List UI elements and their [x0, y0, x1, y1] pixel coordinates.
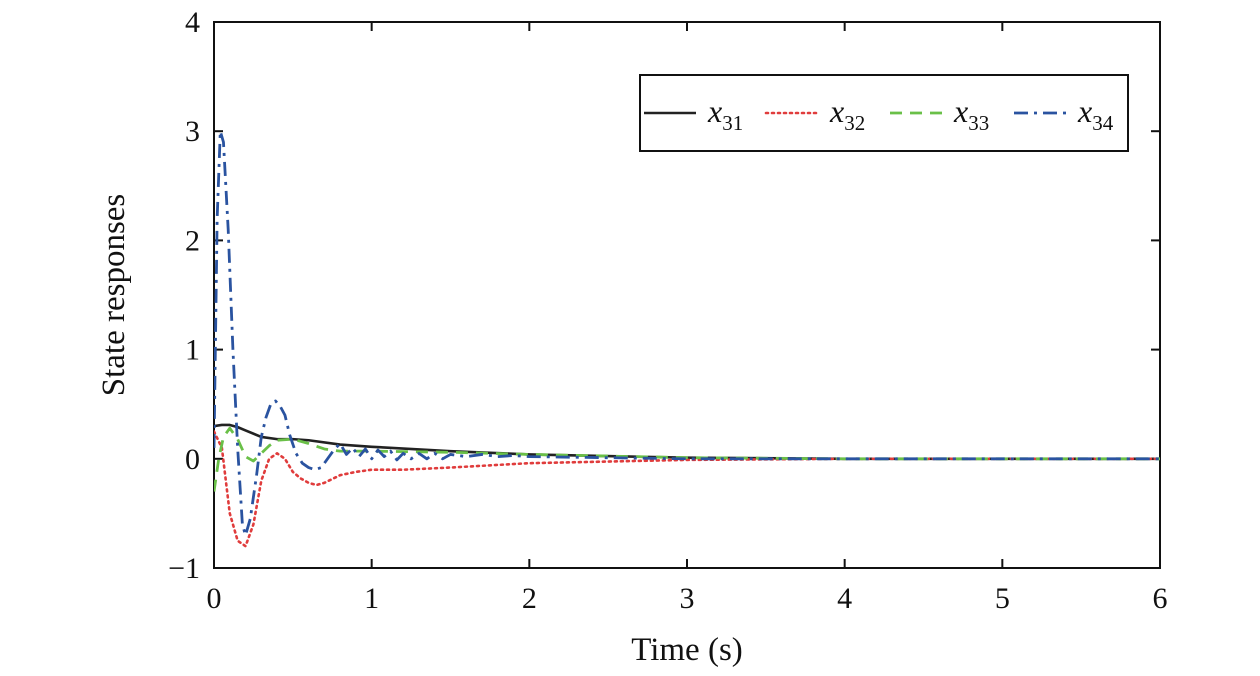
legend-label-x31: x31 — [707, 93, 743, 135]
legend-label-x32: x32 — [829, 93, 865, 135]
y-axis-title: State responses — [96, 194, 132, 397]
x-tick-label: 0 — [207, 582, 222, 615]
x-axis-title: Time (s) — [631, 632, 743, 668]
series-line-x34 — [214, 129, 1160, 537]
x-tick-label: 6 — [1153, 582, 1168, 615]
series-line-x32 — [214, 430, 1160, 548]
y-tick-label: 3 — [185, 115, 200, 148]
y-tick-label: 0 — [185, 443, 200, 476]
y-tick-label: 1 — [185, 334, 200, 367]
x-tick-label: 2 — [522, 582, 537, 615]
series-line-x33 — [214, 426, 1160, 492]
y-tick-label: 4 — [185, 6, 200, 39]
legend-label-x34: x34 — [1077, 93, 1114, 135]
legend: x31 x32 x33 x34 — [639, 74, 1129, 152]
legend-label-x33: x33 — [953, 93, 989, 135]
y-tick-label: −1 — [168, 552, 200, 585]
y-tick-label: 2 — [185, 224, 200, 257]
x-tick-label: 5 — [995, 582, 1010, 615]
series-lines — [214, 129, 1160, 548]
x-tick-label: 1 — [364, 582, 379, 615]
x-tick-label: 4 — [837, 582, 852, 615]
x-tick-label: 3 — [680, 582, 695, 615]
